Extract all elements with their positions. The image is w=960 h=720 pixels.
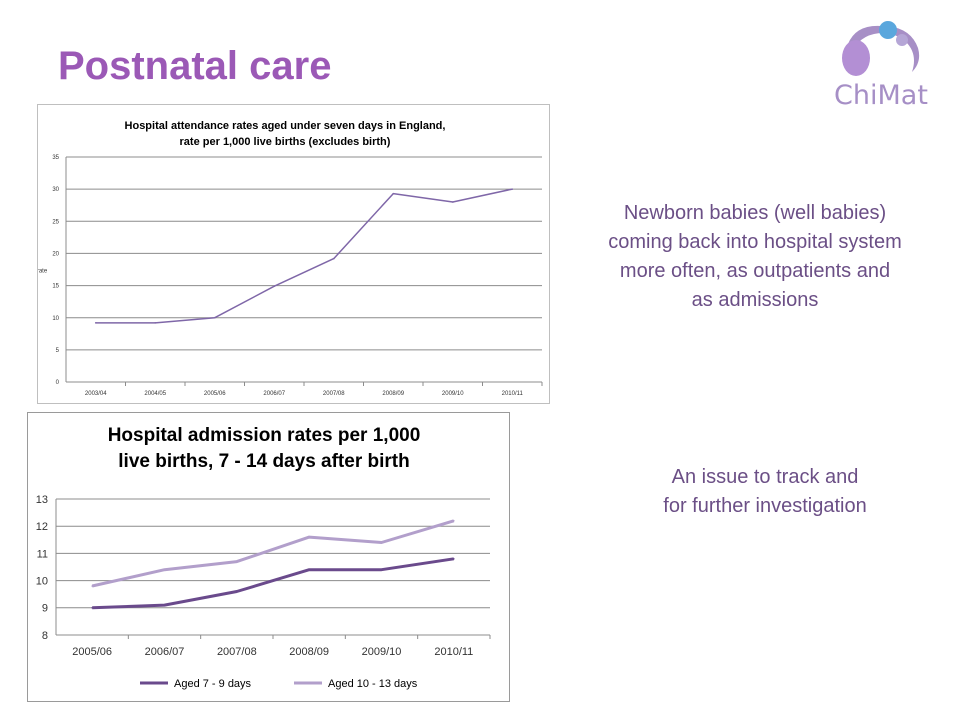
note-line: An issue to track and: [671, 466, 859, 488]
x-tick-label: 2003/04: [85, 391, 107, 397]
logo-text: ChiMat: [834, 80, 928, 111]
x-tick-label: 2005/06: [72, 646, 112, 658]
y-tick-label: 30: [52, 187, 59, 193]
series-line: [91, 519, 455, 588]
y-tick-label: 11: [37, 548, 48, 560]
x-tick-label: 2006/07: [263, 391, 285, 397]
chart-title: rate per 1,000 live births (excludes bir…: [180, 136, 391, 148]
x-tick-label: 2005/06: [204, 391, 226, 397]
y-tick-label: 25: [52, 219, 59, 225]
x-tick-label: 2008/09: [289, 646, 329, 658]
x-tick-label: 2009/10: [362, 646, 402, 658]
data-point: [451, 201, 454, 203]
slide-title: Postnatal care: [58, 44, 332, 88]
chart-title: Hospital attendance rates aged under sev…: [125, 120, 446, 132]
x-tick-label: 2009/10: [442, 391, 464, 397]
y-tick-label: 10: [36, 575, 48, 587]
note-line: coming back into hospital system: [608, 231, 902, 253]
data-point: [236, 560, 238, 563]
chart-title: Hospital admission rates per 1,000: [108, 425, 421, 446]
data-point: [163, 568, 166, 571]
data-point: [511, 188, 514, 190]
note-line: as admissions: [691, 289, 819, 311]
data-point: [94, 322, 97, 324]
data-point: [163, 604, 166, 606]
y-tick-label: 15: [52, 284, 59, 290]
data-point: [91, 607, 93, 609]
series-line: [95, 188, 513, 324]
data-point: [91, 585, 93, 587]
data-point: [308, 568, 310, 571]
y-tick-label: 20: [52, 252, 59, 258]
x-tick-label: 2007/08: [217, 646, 257, 658]
chart-attendance-panel: Hospital attendance rates aged under sev…: [37, 104, 550, 404]
admission-line-chart: Hospital admission rates per 1,000 live b…: [36, 425, 491, 690]
data-point: [154, 322, 157, 324]
chart-admission-panel: Hospital admission rates per 1,000 live b…: [27, 412, 510, 702]
y-tick-label: 12: [36, 521, 48, 533]
x-tick-label: 2010/11: [502, 391, 524, 397]
x-tick-label: 2004/05: [144, 391, 166, 397]
chimat-logo: ChiMat: [826, 14, 936, 130]
y-tick-label: 9: [42, 603, 48, 615]
note-newborn: Newborn babies (well babies) coming back…: [570, 199, 940, 315]
data-point: [236, 590, 238, 593]
attendance-line-chart: Hospital attendance rates aged under sev…: [38, 120, 543, 397]
y-tick-label: 35: [52, 155, 59, 161]
legend-label: Aged 7 - 9 days: [174, 678, 252, 690]
data-point: [332, 257, 335, 260]
data-point: [380, 568, 383, 571]
legend-label: Aged 10 - 13 days: [328, 678, 418, 690]
chart-title: live births, 7 - 14 days after birth: [118, 451, 409, 472]
note-line: for further investigation: [663, 495, 867, 517]
data-point: [392, 192, 395, 195]
y-tick-label: 13: [36, 494, 48, 506]
note-issue: An issue to track and for further invest…: [620, 463, 910, 521]
y-axis-label: rate: [38, 269, 48, 275]
data-point: [308, 536, 310, 538]
x-tick-label: 2007/08: [323, 391, 345, 397]
data-point: [213, 316, 216, 319]
data-point: [453, 519, 455, 522]
series-line: [92, 557, 455, 610]
data-point: [453, 558, 455, 560]
data-point: [380, 541, 383, 544]
note-line: Newborn babies (well babies): [623, 202, 887, 224]
logo-figures-icon: [842, 21, 920, 76]
data-point: [273, 285, 276, 288]
x-tick-label: 2010/11: [434, 646, 473, 658]
y-tick-label: 8: [42, 630, 48, 642]
y-tick-label: 10: [52, 316, 59, 322]
y-tick-label: 0: [56, 380, 60, 386]
x-tick-label: 2008/09: [382, 391, 404, 397]
y-tick-label: 5: [56, 348, 60, 354]
note-line: more often, as outpatients and: [619, 260, 891, 282]
x-tick-label: 2006/07: [145, 646, 185, 658]
